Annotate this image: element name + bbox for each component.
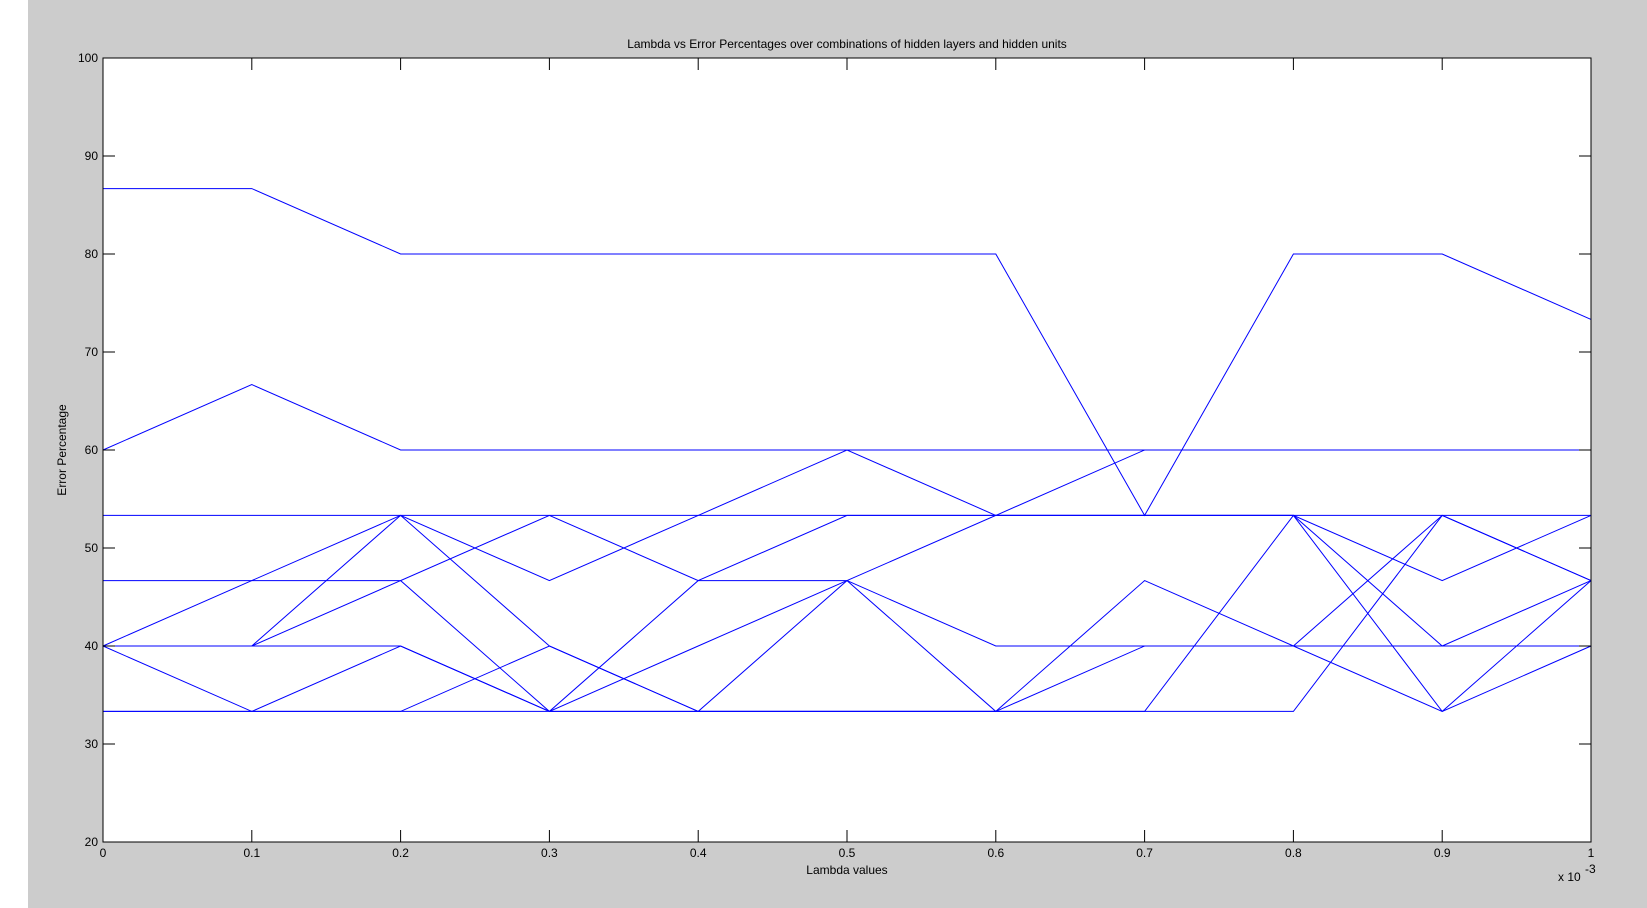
x-tick-label: 0.5	[839, 846, 856, 860]
x-tick-label: 0.7	[1136, 846, 1153, 860]
x-multiplier-exponent: -3	[1585, 862, 1596, 876]
x-tick-label: 0.8	[1285, 846, 1302, 860]
series-line-9	[103, 514, 1592, 712]
x-tick-label: 1	[1588, 846, 1595, 860]
y-tick-label: 70	[85, 345, 99, 359]
x-tick-label: 0.4	[690, 846, 707, 860]
axes-layer: 0 0.1 0.2 0.3 0.4 0.5 0.6 0.7 0.8 0.9 1 20 30 40 50 60 7…	[78, 51, 1595, 860]
y-tick-label: 60	[85, 443, 99, 457]
chart-title: Lambda vs Error Percentages over combina…	[627, 37, 1067, 51]
x-axis-label: Lambda values	[806, 863, 887, 877]
series-line-4	[102, 449, 1591, 647]
series-line-2	[103, 188, 1592, 517]
y-tick-label: 50	[85, 541, 99, 555]
x-tick-label: 0.6	[987, 846, 1004, 860]
y-tick-label: 100	[78, 51, 98, 65]
figure-window: 0 0.1 0.2 0.3 0.4 0.5 0.6 0.7 0.8 0.9 1 20 30 40 50 60 7…	[28, 0, 1647, 908]
series-line-12	[103, 514, 1592, 712]
line-chart: 0 0.1 0.2 0.3 0.4 0.5 0.6 0.7 0.8 0.9 1 20 30 40 50 60 7…	[55, 37, 1596, 884]
y-tick-label: 30	[85, 737, 99, 751]
y-tick-label: 20	[85, 835, 99, 849]
x-tick-label: 0.2	[392, 846, 409, 860]
series-line-8	[103, 514, 1592, 713]
y-tick-label: 80	[85, 247, 99, 261]
x-tick-label: 0.3	[541, 846, 558, 860]
y-axis-label: Error Percentage	[55, 404, 69, 496]
x-multiplier-label: x 10	[1558, 870, 1581, 884]
x-tick-label: 0	[100, 846, 107, 860]
x-tick-label: 0.9	[1434, 846, 1451, 860]
y-tick-label: 90	[85, 149, 99, 163]
series-layer	[102, 57, 1592, 713]
x-tick-label: 0.1	[243, 846, 260, 860]
y-tick-label: 40	[85, 639, 99, 653]
